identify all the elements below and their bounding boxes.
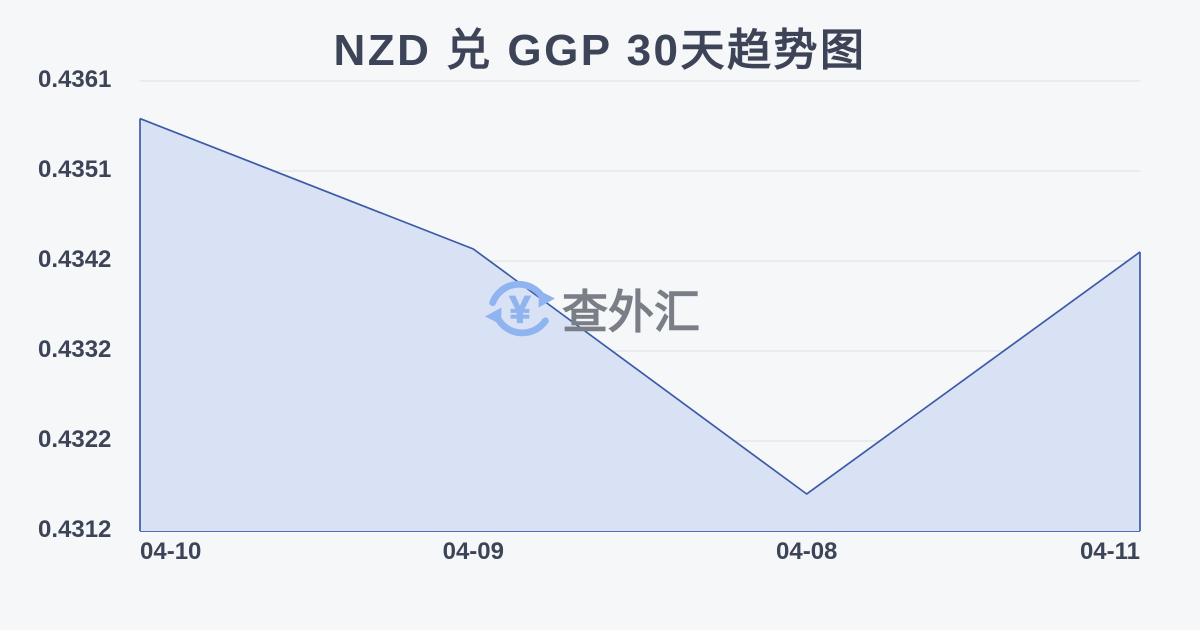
svg-text:0.4361: 0.4361: [38, 66, 111, 93]
svg-text:¥: ¥: [509, 290, 530, 332]
svg-text:0.4312: 0.4312: [38, 516, 111, 543]
svg-text:0.4351: 0.4351: [38, 156, 111, 183]
svg-text:0.4342: 0.4342: [38, 246, 111, 273]
svg-text:04-09: 04-09: [443, 538, 504, 565]
svg-text:04-11: 04-11: [1080, 538, 1140, 565]
svg-text:0.4332: 0.4332: [38, 336, 111, 363]
svg-text:04-08: 04-08: [776, 538, 837, 565]
svg-text:0.4322: 0.4322: [38, 426, 111, 453]
svg-text:04-10: 04-10: [140, 538, 201, 565]
svg-text:查外汇: 查外汇: [562, 286, 700, 338]
